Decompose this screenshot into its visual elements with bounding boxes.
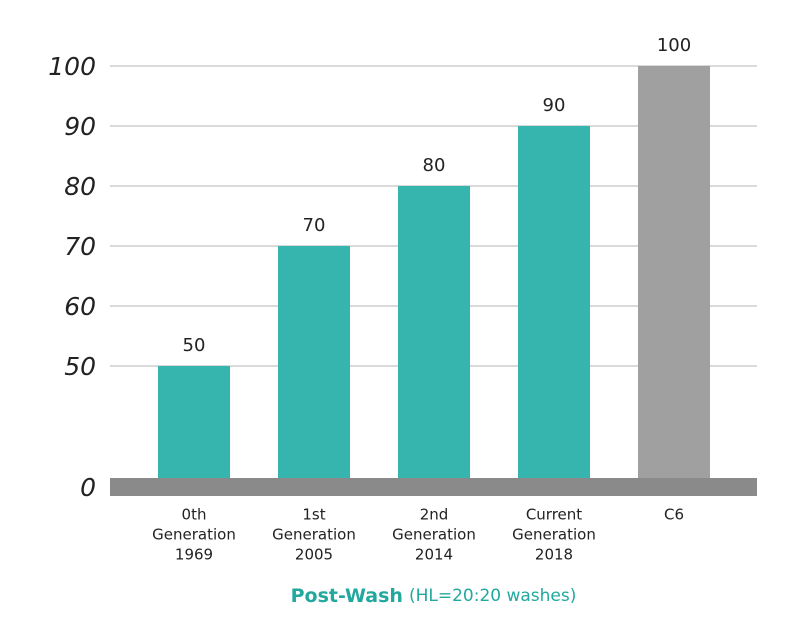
bar [278, 246, 350, 478]
bar [158, 366, 230, 478]
value-label: 50 [183, 335, 206, 356]
y-tick-label: 50 [64, 352, 96, 381]
baseline [110, 478, 757, 496]
bar [398, 186, 470, 478]
value-label: 100 [657, 35, 691, 56]
x-tick-label: Generation [152, 526, 236, 544]
x-tick-label: 1969 [175, 546, 213, 564]
x-tick-label: 1st [302, 506, 325, 524]
x-label-main: Post-Wash [291, 585, 403, 607]
bar [518, 126, 590, 478]
x-label-note: (HL=20:20 washes) [409, 586, 576, 606]
y-tick-label: 60 [64, 292, 96, 321]
x-tick-label: Generation [392, 526, 476, 544]
x-tick-label: 2nd [420, 506, 449, 524]
x-axis-label: Post-Wash (HL=20:20 washes) [291, 585, 577, 607]
x-tick-label: 2014 [415, 546, 453, 564]
x-tick-label: C6 [664, 506, 684, 524]
x-tick-label: 0th [182, 506, 207, 524]
x-tick-label: 2005 [295, 546, 333, 564]
x-tick-label: Generation [512, 526, 596, 544]
y-tick-label: 80 [64, 172, 96, 201]
y-tick-label: 100 [48, 52, 96, 81]
value-label: 80 [423, 155, 446, 176]
x-tick-label: Generation [272, 526, 356, 544]
y-tick-label: 90 [64, 112, 96, 141]
x-tick-label: Current [526, 506, 582, 524]
y-tick-label: 70 [64, 232, 96, 261]
y-tick-label: 0 [80, 473, 96, 502]
bar [638, 66, 710, 478]
value-label: 70 [303, 215, 326, 236]
x-tick-label: 2018 [535, 546, 573, 564]
value-label: 90 [543, 95, 566, 116]
